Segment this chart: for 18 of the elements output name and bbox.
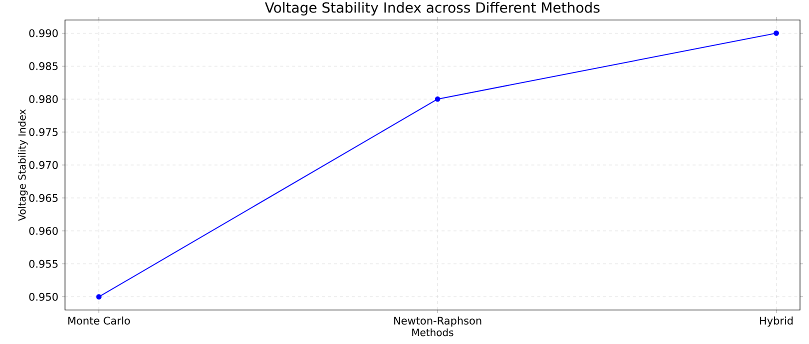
y-tick-label: 0.980 xyxy=(29,95,58,104)
x-tick-label: Monte Carlo xyxy=(68,316,130,325)
y-tick-label: 0.950 xyxy=(29,292,58,301)
x-axis-title: Methods xyxy=(412,328,454,336)
y-tick-label: 0.955 xyxy=(29,260,58,268)
y-tick-label: 0.985 xyxy=(29,62,58,70)
x-tick-label: Newton-Raphson xyxy=(394,316,482,327)
point xyxy=(96,294,102,300)
y-tick-label: 0.960 xyxy=(29,226,58,235)
y-tick-label: 0.970 xyxy=(29,161,58,169)
y-tick-label: 0.975 xyxy=(29,128,58,136)
point xyxy=(774,30,779,36)
y-tick-label: 0.965 xyxy=(29,194,58,202)
point xyxy=(434,96,440,102)
chart-title: Voltage Stability Index across Different Methods xyxy=(264,2,600,16)
y-axis-title: Voltage Stability Index xyxy=(18,109,28,221)
y-tick-label: 0.990 xyxy=(29,29,58,38)
x-tick-label: Hybrid xyxy=(760,316,793,327)
